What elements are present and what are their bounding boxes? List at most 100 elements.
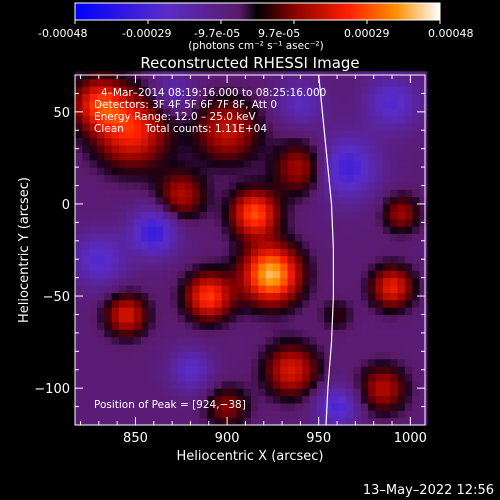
heatmap-cell (302, 226, 311, 235)
heatmap-cell (250, 203, 259, 212)
heatmap-cell (148, 130, 157, 139)
heatmap-cell (236, 285, 245, 293)
heatmap-cell (221, 203, 230, 212)
heatmap-cell (375, 115, 384, 124)
heatmap-cell (162, 226, 171, 235)
heatmap-cell (397, 218, 406, 227)
heatmap-cell (177, 388, 186, 397)
heatmap-cell (272, 299, 281, 308)
heatmap-cell (148, 351, 157, 360)
heatmap-cell (126, 307, 135, 316)
heatmap-cell (170, 410, 179, 419)
heatmap-cell (199, 343, 208, 352)
heatmap-cell (419, 115, 428, 124)
heatmap-cell (280, 270, 289, 279)
heatmap-cell (184, 321, 193, 330)
heatmap-cell (177, 351, 186, 360)
heatmap-cell (258, 159, 267, 168)
heatmap-cell (162, 122, 171, 131)
heatmap-cell (104, 292, 113, 301)
heatmap-cell (404, 307, 413, 316)
heatmap-cell (265, 78, 274, 87)
heatmap-cell (287, 167, 296, 176)
heatmap-cell (118, 233, 127, 242)
heatmap-cell (82, 262, 91, 271)
heatmap-cell (346, 285, 355, 293)
heatmap-cell (382, 196, 391, 205)
heatmap-cell (184, 329, 193, 338)
heatmap-cell (104, 108, 113, 117)
heatmap-cell (382, 270, 391, 279)
heatmap-cell (390, 233, 399, 242)
heatmap-cell (96, 336, 105, 345)
heatmap-cell (294, 410, 303, 419)
heatmap-cell (258, 314, 267, 323)
heatmap-cell (118, 358, 127, 367)
heatmap-cell (353, 329, 362, 338)
heatmap-cell (214, 358, 223, 367)
heatmap-cell (199, 233, 208, 242)
heatmap-cell (309, 78, 318, 87)
heatmap-cell (346, 292, 355, 301)
heatmap-cell (316, 262, 325, 271)
heatmap-cell (228, 292, 237, 301)
heatmap-cell (382, 189, 391, 198)
heatmap-cell (382, 351, 391, 360)
heatmap-cell (155, 233, 164, 242)
heatmap-cell (346, 226, 355, 235)
x-tick-label: 950 (306, 431, 331, 446)
heatmap-cell (162, 351, 171, 360)
heatmap-cell (140, 203, 149, 212)
detectors-annotation: Detectors: 3F 4F 5F 6F 7F 8F, Att 0 (94, 99, 277, 111)
heatmap-cell (118, 181, 127, 190)
heatmap-cell (302, 402, 311, 411)
heatmap-cell (250, 292, 259, 301)
heatmap-cell (316, 167, 325, 176)
heatmap-cell (272, 380, 281, 389)
heatmap-cell (111, 226, 120, 235)
heatmap-cell (104, 299, 113, 308)
heatmap-cell (177, 86, 186, 95)
heatmap-cell (111, 351, 120, 360)
heatmap-cell (184, 93, 193, 102)
heatmap-cell (375, 262, 384, 271)
heatmap-cell (272, 262, 281, 271)
heatmap-cell (258, 218, 267, 227)
heatmap-cell (170, 122, 179, 131)
heatmap-cell (111, 321, 120, 330)
heatmap-cell (192, 145, 201, 153)
heatmap-cell (148, 196, 157, 205)
heatmap-cell (294, 270, 303, 279)
heatmap-cell (390, 145, 399, 153)
heatmap-cell (214, 211, 223, 220)
heatmap-cell (280, 115, 289, 124)
heatmap-cell (287, 130, 296, 139)
heatmap-cell (287, 307, 296, 316)
heatmap-cell (412, 373, 421, 382)
heatmap-cell (104, 417, 113, 426)
heatmap-cell (111, 137, 120, 146)
heatmap-cell (170, 115, 179, 124)
heatmap-cell (397, 115, 406, 124)
heatmap-cell (368, 130, 377, 139)
heatmap-cell (294, 100, 303, 109)
heatmap-cell (397, 255, 406, 264)
heatmap-cell (82, 152, 91, 161)
heatmap-cell (309, 167, 318, 176)
heatmap-cell (199, 130, 208, 139)
heatmap-cell (192, 167, 201, 176)
heatmap-cell (96, 115, 105, 124)
heatmap-cell (75, 100, 83, 109)
heatmap-cell (89, 152, 98, 161)
heatmap-cell (192, 321, 201, 330)
heatmap-cell (412, 240, 421, 249)
heatmap-cell (170, 145, 179, 153)
heatmap-cell (382, 78, 391, 87)
heatmap-cell (184, 218, 193, 227)
heatmap-cell (126, 402, 135, 411)
heatmap-cell (126, 321, 135, 330)
heatmap-cell (75, 152, 83, 161)
heatmap-cell (155, 86, 164, 95)
heatmap-cell (96, 417, 105, 426)
heatmap-cell (82, 373, 91, 382)
